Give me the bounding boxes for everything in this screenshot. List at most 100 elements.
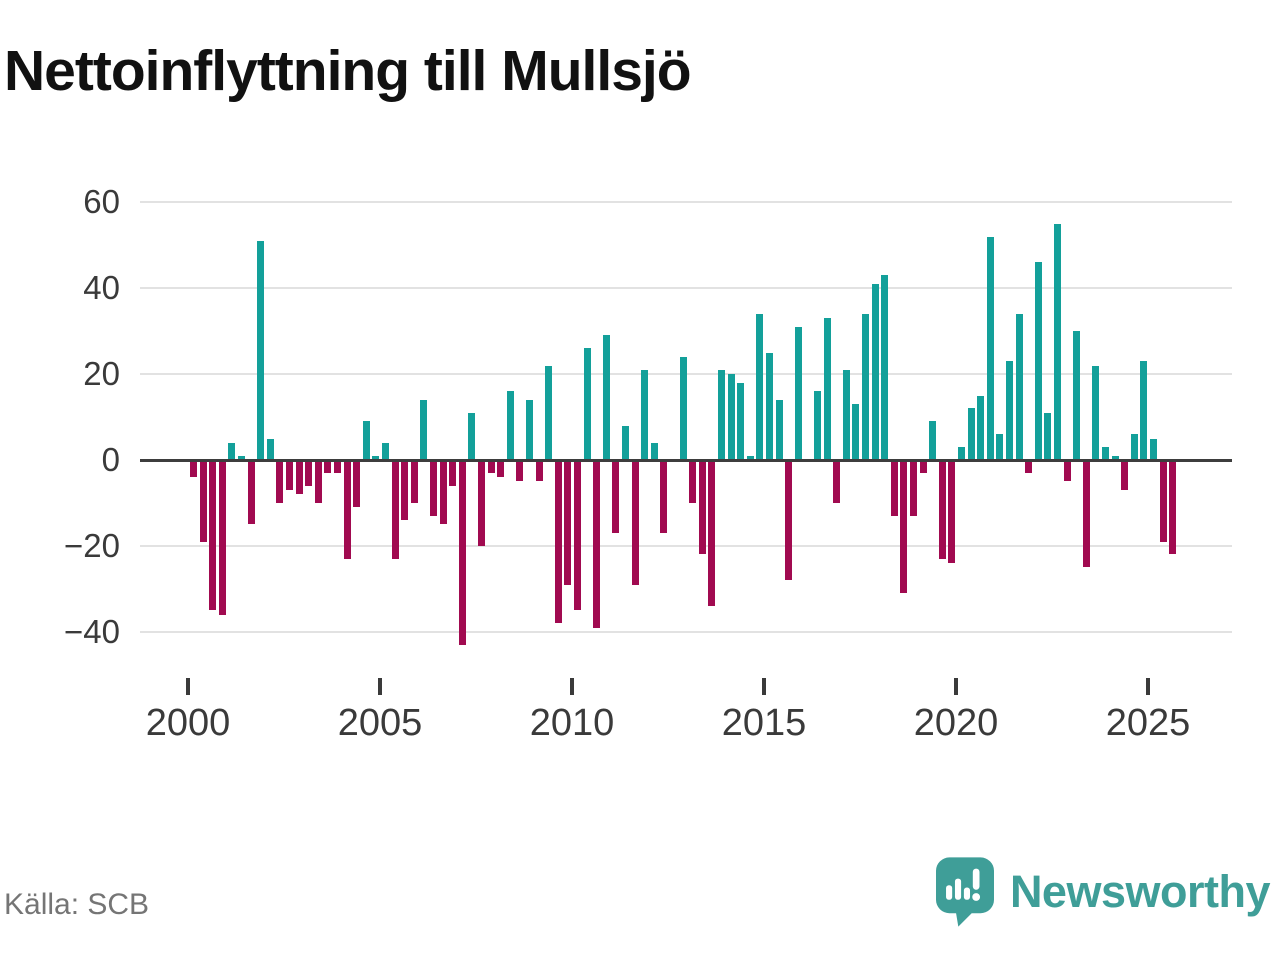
positive-bar-35 [526, 399, 533, 460]
negative-bar-91 [1063, 460, 1071, 482]
negative-bar-87 [1025, 460, 1033, 473]
chart-title: Nettoinflyttning till Mullsjö [4, 39, 692, 103]
negative-bar-75 [910, 460, 917, 516]
negative-bar-46 [631, 460, 639, 585]
positive-bar-58 [746, 455, 754, 460]
positive-bar-99 [1140, 361, 1148, 460]
negative-bar-15 [334, 460, 341, 473]
negative-bar-11 [295, 460, 303, 495]
positive-bar-72 [881, 275, 889, 460]
x-tick-label-2000: 2000 [145, 702, 231, 744]
positive-bar-4 [228, 442, 236, 460]
positive-bar-69 [852, 404, 860, 460]
x-tick-mark [186, 678, 190, 695]
positive-bar-77 [929, 421, 937, 460]
negative-bar-44 [612, 460, 620, 533]
negative-bar-102 [1169, 460, 1177, 555]
positive-bar-8 [266, 438, 274, 460]
negative-bar-12 [305, 460, 313, 486]
negative-bar-73 [890, 460, 898, 516]
negative-bar-0 [190, 460, 197, 478]
positive-bar-92 [1073, 331, 1081, 460]
y-tick-label: −20 [64, 526, 120, 564]
newsworthy-logo-icon [935, 856, 994, 932]
positive-bar-94 [1092, 365, 1100, 460]
negative-bar-38 [554, 460, 562, 624]
positive-bar-55 [718, 369, 725, 460]
negative-bar-21 [391, 460, 399, 559]
positive-bar-84 [996, 434, 1004, 460]
negative-bar-9 [276, 460, 284, 503]
negative-bar-23 [410, 460, 418, 503]
positive-bar-85 [1006, 361, 1013, 460]
negative-bar-2 [209, 460, 217, 611]
x-tick-mark [570, 678, 574, 695]
positive-bar-89 [1044, 412, 1052, 460]
y-tick-label: 40 [83, 269, 120, 307]
negative-bar-26 [439, 460, 447, 525]
positive-bar-82 [977, 395, 985, 460]
negative-bar-32 [497, 460, 505, 478]
positive-bar-29 [468, 412, 476, 460]
positive-bar-20 [382, 442, 389, 460]
negative-bar-27 [449, 460, 457, 486]
positive-bar-71 [871, 283, 879, 460]
negative-bar-40 [574, 460, 581, 611]
negative-bar-17 [353, 460, 361, 508]
gridline [140, 201, 1232, 204]
positive-bar-66 [823, 318, 831, 460]
positive-bar-88 [1034, 262, 1042, 460]
negative-bar-10 [286, 460, 293, 491]
positive-bar-80 [958, 447, 965, 460]
positive-bar-33 [506, 391, 514, 460]
negative-bar-31 [487, 460, 495, 473]
negative-bar-42 [593, 460, 601, 628]
brand-wordmark: Newsworthy [1009, 866, 1271, 917]
x-tick-label-2025: 2025 [1105, 702, 1191, 744]
positive-bar-47 [641, 369, 649, 460]
y-tick-label: 0 [101, 441, 120, 478]
negative-bar-22 [401, 460, 409, 521]
negative-bar-25 [430, 460, 437, 516]
y-tick-label: 60 [83, 183, 120, 221]
positive-bar-45 [622, 425, 629, 460]
x-tick-label-2020: 2020 [913, 702, 999, 744]
negative-bar-1 [199, 460, 207, 542]
positive-bar-24 [420, 399, 428, 460]
negative-bar-62 [785, 460, 793, 581]
negative-bar-53 [698, 460, 706, 555]
gridline [140, 544, 1232, 547]
positive-bar-81 [967, 408, 975, 460]
positive-bar-18 [362, 421, 370, 460]
positive-bar-68 [842, 369, 850, 460]
negative-bar-3 [218, 460, 226, 615]
negative-bar-34 [516, 460, 524, 482]
positive-bar-90 [1054, 223, 1061, 460]
positive-bar-100 [1150, 438, 1157, 460]
positive-bar-70 [862, 313, 869, 460]
negative-bar-49 [660, 460, 668, 533]
negative-bar-52 [689, 460, 697, 503]
positive-bar-86 [1015, 313, 1023, 460]
zero-axis-line [140, 458, 1232, 462]
negative-bar-16 [343, 460, 351, 559]
positive-bar-56 [727, 374, 735, 460]
source-note: Källa: SCB [4, 888, 150, 921]
positive-bar-59 [756, 313, 764, 460]
positive-bar-19 [372, 455, 380, 460]
positive-bar-96 [1111, 455, 1119, 460]
positive-bar-5 [238, 455, 245, 460]
negative-bar-97 [1121, 460, 1129, 491]
x-tick-mark [378, 678, 382, 695]
positive-bar-65 [814, 391, 821, 460]
negative-bar-74 [900, 460, 908, 594]
positive-bar-95 [1102, 447, 1109, 460]
positive-bar-37 [545, 365, 553, 460]
brand-footer: Newsworthy [935, 856, 1271, 932]
positive-bar-7 [257, 240, 265, 460]
positive-bar-57 [737, 382, 745, 460]
x-tick-mark [1146, 678, 1150, 695]
gridline [140, 630, 1232, 633]
negative-bar-54 [708, 460, 716, 607]
